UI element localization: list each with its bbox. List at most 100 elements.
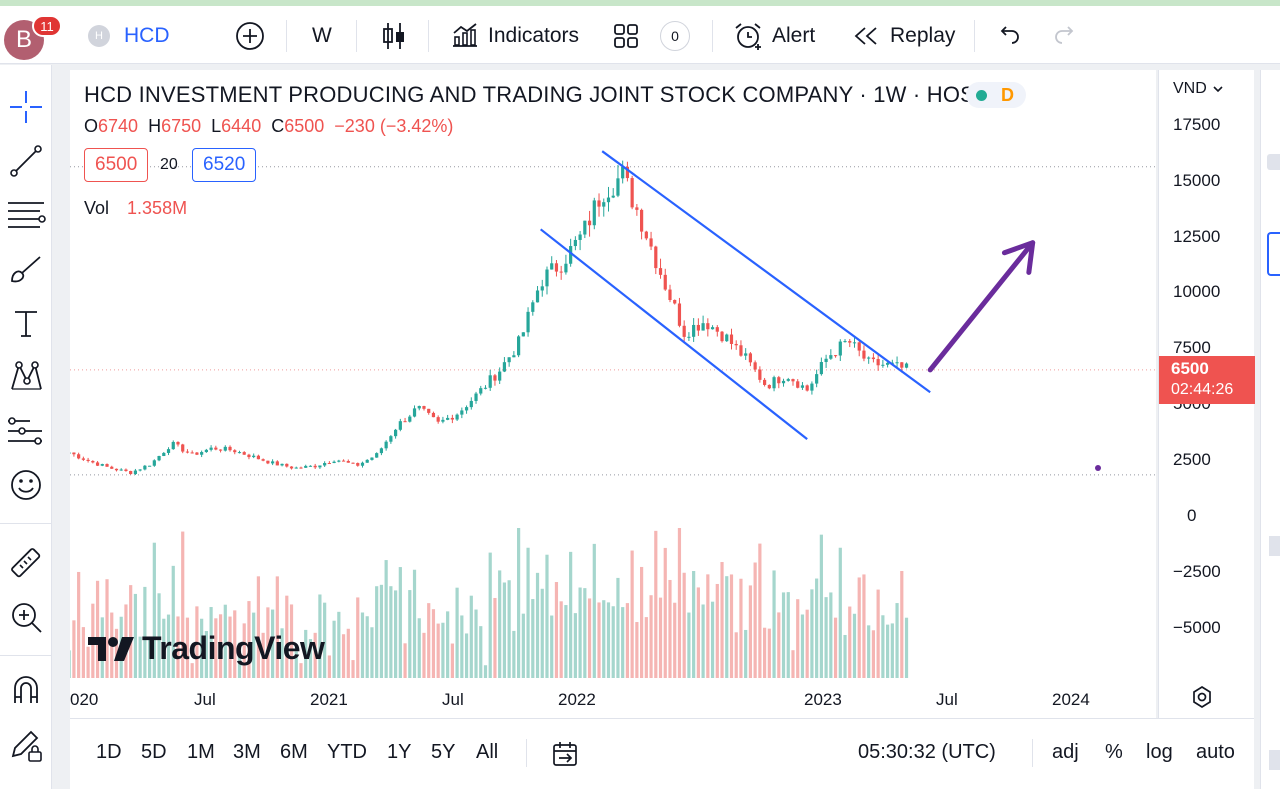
price-scale[interactable]: VND 17500 15000 12500 10000 7500 5000 25… bbox=[1158, 70, 1255, 718]
drawing-toolbar bbox=[0, 65, 52, 789]
templates-count: 0 bbox=[660, 21, 690, 51]
sell-button[interactable]: 6500 bbox=[84, 148, 149, 182]
panel-tab[interactable] bbox=[1267, 154, 1280, 170]
redo-button[interactable] bbox=[1052, 18, 1080, 54]
volume-bar bbox=[294, 651, 298, 678]
price-label: −2500 bbox=[1173, 562, 1221, 581]
candle-body bbox=[346, 461, 350, 463]
drawing-anchor-dot bbox=[1095, 465, 1101, 471]
crosshair-tool[interactable] bbox=[4, 85, 48, 129]
templates-count-badge[interactable]: 0 bbox=[660, 18, 690, 54]
forecast-arrow-head bbox=[1001, 240, 1036, 275]
candle-body bbox=[786, 379, 790, 381]
candle-body bbox=[356, 463, 360, 466]
candle-body bbox=[881, 364, 885, 366]
lock-drawings-tool[interactable] bbox=[4, 723, 48, 767]
volume-bar bbox=[479, 626, 483, 678]
redo-icon bbox=[1055, 26, 1074, 44]
icons-tool[interactable] bbox=[4, 463, 48, 507]
volume-bar bbox=[427, 603, 431, 678]
gear-icon bbox=[1193, 685, 1211, 709]
fib-tool[interactable] bbox=[4, 193, 48, 237]
interval-button[interactable]: W bbox=[312, 18, 332, 54]
volume-bar bbox=[611, 606, 615, 678]
range-5d-button[interactable]: 5D bbox=[141, 741, 167, 763]
panel-tab[interactable] bbox=[1269, 536, 1280, 556]
volume-bar bbox=[848, 606, 852, 678]
volume-bar bbox=[767, 628, 771, 678]
replay-button[interactable]: Replay bbox=[852, 18, 955, 54]
volume-bar bbox=[441, 622, 445, 678]
volume-bar bbox=[398, 567, 402, 678]
compare-button[interactable] bbox=[234, 18, 266, 54]
volume-bar bbox=[507, 580, 511, 678]
volume-bar bbox=[162, 618, 166, 678]
candle-body bbox=[521, 332, 525, 337]
chart-type-button[interactable] bbox=[380, 18, 408, 54]
panel-tab[interactable] bbox=[1269, 750, 1280, 770]
volume-bar bbox=[412, 569, 417, 678]
market-status-pill[interactable]: D bbox=[966, 82, 1026, 108]
candle-body bbox=[611, 195, 615, 198]
range-3m-button[interactable]: 3M bbox=[233, 741, 261, 763]
utc-clock[interactable]: 05:30:32 (UTC) bbox=[858, 741, 996, 763]
candle-body bbox=[398, 421, 402, 430]
volume-bar bbox=[725, 576, 729, 678]
avatar-letter: B bbox=[15, 26, 32, 53]
candle-body bbox=[791, 379, 795, 382]
alert-button[interactable]: Alert bbox=[732, 18, 815, 54]
measure-tool[interactable] bbox=[4, 541, 48, 585]
candle-body bbox=[564, 263, 568, 273]
auto-toggle[interactable]: auto bbox=[1196, 741, 1235, 763]
channel-lower-line bbox=[539, 228, 808, 440]
trend-line-icon bbox=[10, 145, 42, 177]
trend-line-tool[interactable] bbox=[4, 139, 48, 183]
indicators-button[interactable]: Indicators bbox=[450, 18, 579, 54]
range-all-button[interactable]: All bbox=[476, 741, 499, 763]
range-6m-button[interactable]: 6M bbox=[280, 741, 308, 763]
candle-body bbox=[578, 234, 582, 240]
candle-body bbox=[275, 461, 279, 466]
go-to-date-button[interactable] bbox=[550, 739, 580, 774]
symbol-logo-icon: H bbox=[88, 25, 110, 47]
candle-body bbox=[133, 470, 138, 475]
candle-body bbox=[644, 231, 648, 239]
candle-body bbox=[95, 462, 100, 466]
prediction-tool[interactable] bbox=[4, 409, 48, 453]
range-ytd-button[interactable]: YTD bbox=[327, 741, 367, 763]
candle-body bbox=[597, 200, 601, 207]
text-tool[interactable] bbox=[4, 301, 48, 345]
pattern-tool[interactable] bbox=[4, 355, 48, 399]
chart-settings-button[interactable] bbox=[1189, 684, 1215, 715]
templates-button[interactable] bbox=[612, 18, 640, 54]
range-5y-button[interactable]: 5Y bbox=[431, 741, 456, 763]
chart-canvas[interactable] bbox=[70, 70, 1156, 718]
undo-button[interactable] bbox=[994, 18, 1022, 54]
high-value: 6750 bbox=[161, 116, 202, 136]
candle-body bbox=[819, 362, 823, 375]
last-price-label: 6500 02:44:26 bbox=[1159, 356, 1255, 404]
brush-tool[interactable] bbox=[4, 247, 48, 291]
calendar-arrow-icon bbox=[553, 742, 577, 766]
log-toggle[interactable]: log bbox=[1146, 741, 1173, 763]
candle-body bbox=[266, 460, 270, 464]
volume-bar bbox=[625, 603, 630, 678]
data-status-letter: D bbox=[1001, 84, 1014, 105]
chart-pane[interactable]: HCD INVESTMENT PRODUCING AND TRADING JOI… bbox=[70, 70, 1156, 718]
candle-body bbox=[833, 355, 838, 357]
percent-toggle[interactable]: % bbox=[1105, 741, 1123, 763]
volume-bar bbox=[710, 601, 715, 678]
range-1d-button[interactable]: 1D bbox=[96, 741, 122, 763]
volume-bar bbox=[223, 604, 227, 678]
candle-body bbox=[474, 393, 478, 401]
zoom-tool[interactable] bbox=[4, 595, 48, 639]
range-1y-button[interactable]: 1Y bbox=[387, 741, 412, 763]
buy-button[interactable]: 6520 bbox=[192, 148, 257, 182]
magnet-tool[interactable] bbox=[4, 669, 48, 713]
symbol-search-button[interactable]: H HCD bbox=[88, 18, 170, 54]
adj-toggle[interactable]: adj bbox=[1052, 741, 1079, 763]
range-1m-button[interactable]: 1M bbox=[187, 741, 215, 763]
currency-selector[interactable]: VND bbox=[1173, 80, 1223, 98]
panel-tab-active[interactable] bbox=[1267, 232, 1280, 276]
toolbar-divider bbox=[974, 20, 975, 52]
